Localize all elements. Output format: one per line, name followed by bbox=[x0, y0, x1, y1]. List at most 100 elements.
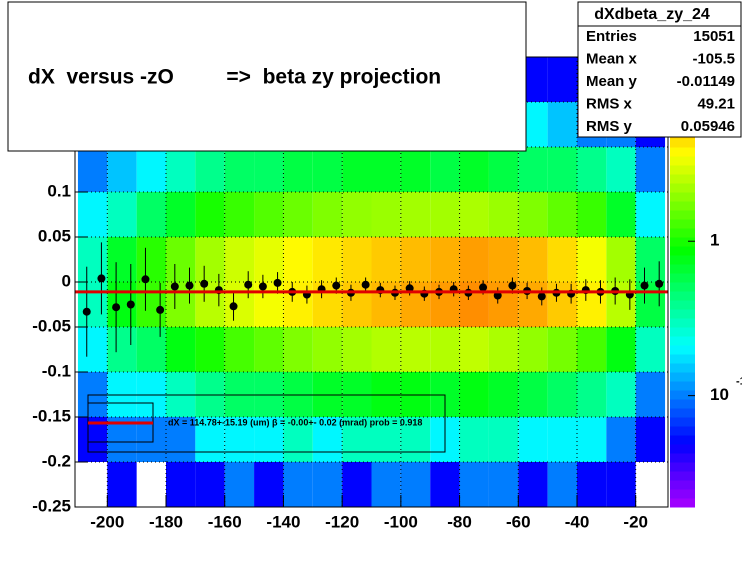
heatmap-cell bbox=[371, 417, 401, 462]
y-tick-label: 0.1 bbox=[47, 181, 71, 200]
heatmap-cell bbox=[518, 192, 548, 237]
y-tick-label: -0.05 bbox=[32, 316, 71, 335]
heatmap-cell bbox=[635, 192, 666, 237]
heatmap-cell bbox=[547, 372, 577, 417]
heatmap-cell bbox=[195, 417, 225, 462]
heatmap-cell bbox=[107, 237, 137, 282]
heatmap-cell bbox=[488, 282, 519, 327]
heatmap-cell bbox=[400, 417, 431, 462]
heatmap-cell bbox=[547, 282, 577, 327]
x-tick-label: -140 bbox=[266, 512, 300, 531]
heatmap-cell bbox=[77, 237, 108, 282]
x-tick-label: -100 bbox=[384, 512, 418, 531]
profile-point bbox=[405, 284, 414, 293]
x-tick-label: -180 bbox=[149, 512, 183, 531]
z-tick-label: 10 bbox=[710, 385, 729, 404]
palette-swatch bbox=[670, 318, 695, 328]
stats-value: -105.5 bbox=[692, 50, 735, 67]
palette-swatch bbox=[670, 363, 695, 373]
heatmap-cell bbox=[166, 417, 196, 462]
heatmap-cell bbox=[459, 417, 489, 462]
heatmap-cell bbox=[518, 282, 548, 327]
heatmap-cell bbox=[518, 462, 548, 507]
palette-swatch bbox=[670, 444, 695, 454]
heatmap-cell bbox=[606, 237, 636, 282]
palette-swatch bbox=[670, 192, 695, 202]
heatmap-cell bbox=[400, 147, 431, 192]
heatmap-cell bbox=[606, 147, 636, 192]
heatmap-cell bbox=[254, 282, 284, 327]
palette-swatch bbox=[670, 336, 695, 346]
heatmap-cell bbox=[635, 147, 666, 192]
heatmap-cell bbox=[371, 147, 401, 192]
heatmap-cell bbox=[547, 147, 577, 192]
heatmap-cell bbox=[459, 327, 489, 372]
heatmap-cell bbox=[576, 192, 607, 237]
heatmap-cell bbox=[606, 462, 636, 507]
heatmap-cell bbox=[635, 282, 666, 327]
heatmap-cell bbox=[107, 192, 137, 237]
heatmap-cell bbox=[459, 372, 489, 417]
stats-label: RMS x bbox=[586, 95, 633, 112]
heatmap-cell bbox=[430, 192, 460, 237]
profile-point bbox=[537, 292, 546, 301]
heatmap-cell bbox=[312, 192, 343, 237]
heatmap-cell bbox=[576, 237, 607, 282]
heatmap-cell bbox=[107, 462, 137, 507]
heatmap-cell bbox=[635, 417, 666, 462]
palette-swatch bbox=[670, 354, 695, 364]
x-tick-label: -120 bbox=[325, 512, 359, 531]
heatmap-cell bbox=[635, 372, 666, 417]
profile-point bbox=[273, 278, 282, 287]
heatmap-cell bbox=[224, 327, 255, 372]
profile-point bbox=[200, 279, 209, 288]
heatmap-cell bbox=[342, 282, 372, 327]
stats-label: RMS y bbox=[586, 118, 633, 135]
y-tick-label: 0.05 bbox=[38, 226, 71, 245]
palette-swatch bbox=[670, 210, 695, 220]
profile-point bbox=[655, 279, 664, 288]
chart-title: dX versus -zO => beta zy projection bbox=[28, 66, 441, 89]
heatmap-cell bbox=[547, 192, 577, 237]
palette-swatch bbox=[670, 489, 695, 499]
palette-swatch bbox=[670, 498, 695, 508]
palette-swatch bbox=[670, 462, 695, 472]
heatmap-cell bbox=[606, 192, 636, 237]
heatmap-cell bbox=[400, 327, 431, 372]
heatmap-cell bbox=[518, 147, 548, 192]
heatmap-cell bbox=[166, 192, 196, 237]
heatmap-cell bbox=[312, 417, 343, 462]
palette-swatch bbox=[670, 453, 695, 463]
y-tick-label: -0.2 bbox=[42, 451, 71, 470]
stats-value: 0.05946 bbox=[681, 118, 735, 135]
heatmap-cell bbox=[224, 282, 255, 327]
heatmap-cell bbox=[547, 417, 577, 462]
heatmap-cell bbox=[254, 417, 284, 462]
heatmap-cell bbox=[166, 282, 196, 327]
heatmap-cell bbox=[254, 462, 284, 507]
z-tick-label: 1 bbox=[710, 231, 719, 250]
heatmap-cell bbox=[400, 237, 431, 282]
heatmap-cell bbox=[312, 327, 343, 372]
heatmap-cell bbox=[166, 147, 196, 192]
palette-swatch bbox=[670, 417, 695, 427]
palette-swatch bbox=[670, 228, 695, 238]
heatmap-cell bbox=[254, 147, 284, 192]
heatmap-cell bbox=[136, 282, 167, 327]
heatmap-cell bbox=[224, 462, 255, 507]
heatmap-cell bbox=[371, 327, 401, 372]
palette-swatch bbox=[670, 273, 695, 283]
heatmap-cell bbox=[254, 192, 284, 237]
heatmap-cell bbox=[547, 102, 577, 147]
y-tick-label: 0 bbox=[62, 271, 71, 290]
stats-label: Mean x bbox=[586, 50, 638, 67]
heatmap-cell bbox=[606, 417, 636, 462]
palette-swatch bbox=[670, 327, 695, 337]
profile-point bbox=[82, 307, 91, 316]
profile-point bbox=[97, 274, 106, 283]
heatmap-cell bbox=[430, 462, 460, 507]
heatmap-cell bbox=[166, 327, 196, 372]
heatmap-cell bbox=[606, 327, 636, 372]
heatmap-cell bbox=[224, 192, 255, 237]
y-tick-label: -0.1 bbox=[42, 361, 71, 380]
